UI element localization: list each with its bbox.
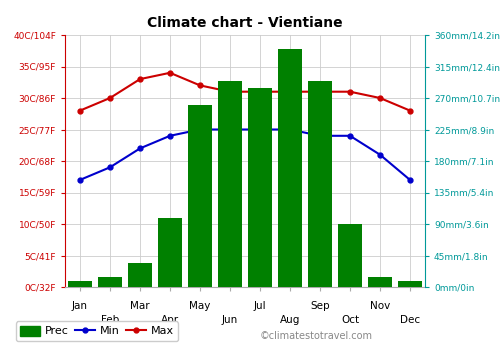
Text: Feb: Feb [101,315,119,325]
Text: May: May [190,301,210,311]
Legend: Prec, Min, Max: Prec, Min, Max [16,321,178,341]
Bar [218,80,242,287]
Bar [368,276,392,287]
Bar [278,49,302,287]
Bar [338,224,362,287]
Bar [158,218,182,287]
Title: Climate chart - Vientiane: Climate chart - Vientiane [147,16,343,30]
Text: Nov: Nov [370,301,390,311]
Bar [308,80,332,287]
Bar [188,105,212,287]
Bar [68,281,92,287]
Text: Aug: Aug [280,315,300,325]
Text: Mar: Mar [130,301,150,311]
Text: Jul: Jul [254,301,266,311]
Text: Apr: Apr [161,315,179,325]
Text: Jan: Jan [72,301,88,311]
Bar [398,281,422,287]
Bar [248,88,272,287]
Text: Dec: Dec [400,315,420,325]
Text: Oct: Oct [341,315,359,325]
Text: Sep: Sep [310,301,330,311]
Bar [128,263,152,287]
Text: Jun: Jun [222,315,238,325]
Text: ©climatestotravel.com: ©climatestotravel.com [260,331,373,341]
Bar [98,276,122,287]
